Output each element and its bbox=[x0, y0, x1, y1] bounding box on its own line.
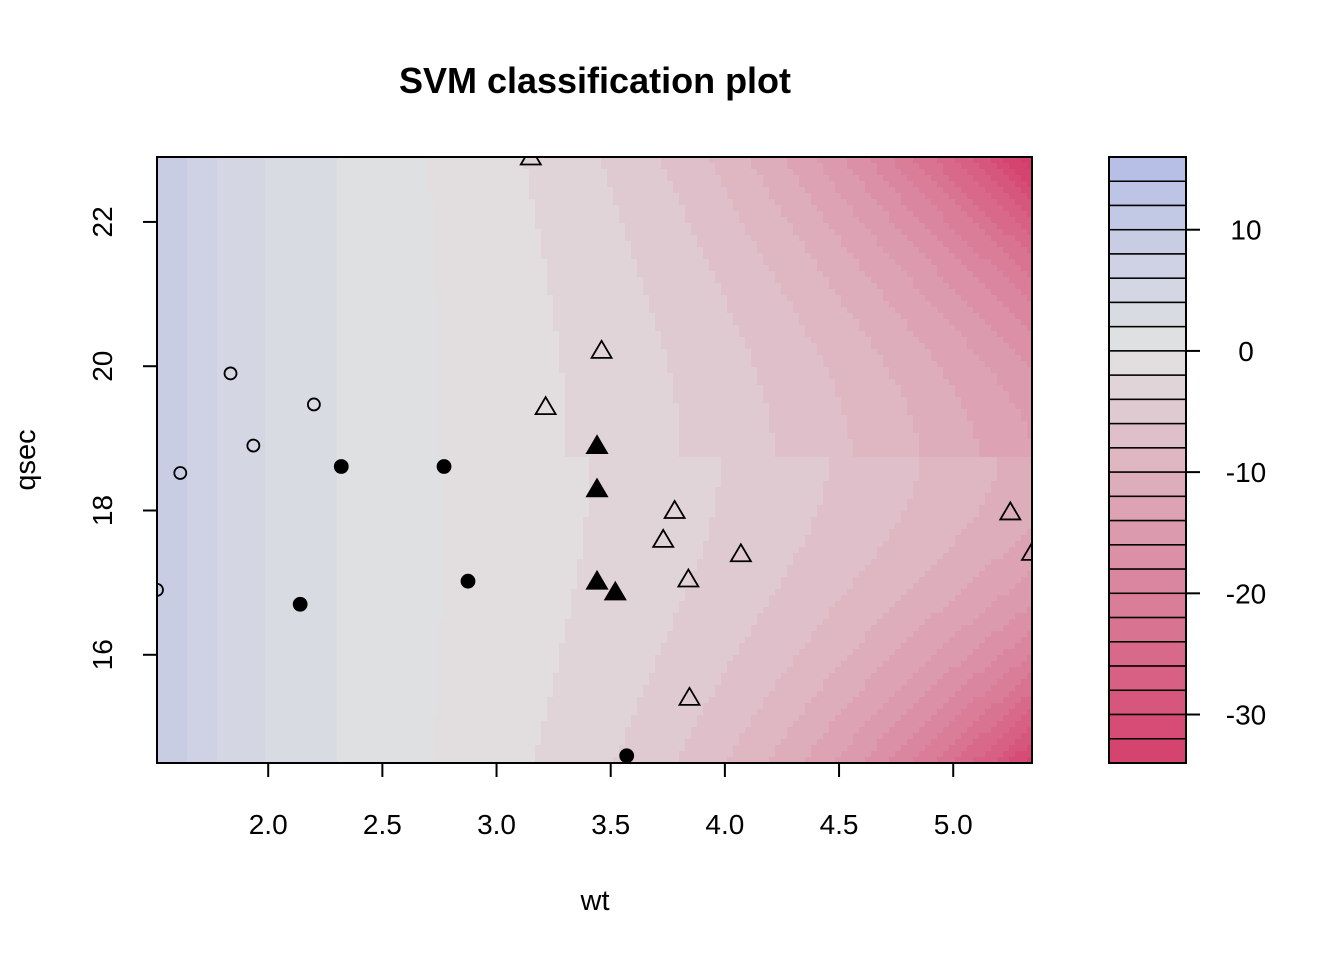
data-point-2 bbox=[173, 466, 188, 480]
data-point-14 bbox=[603, 580, 627, 601]
colorbar-band bbox=[1108, 738, 1187, 764]
colorbar-band bbox=[1108, 398, 1187, 425]
y-tick-label: 18 bbox=[87, 495, 118, 526]
colorbar-band bbox=[1108, 325, 1187, 352]
y-axis-label: qsec bbox=[10, 429, 42, 490]
colorbar-band bbox=[1108, 519, 1187, 546]
x-axis-label: wt bbox=[580, 885, 610, 917]
colorbar-band bbox=[1108, 568, 1187, 595]
data-point-17 bbox=[534, 395, 558, 416]
colorbar-legend: 10 0 -10 -20 -30 bbox=[1108, 156, 1266, 764]
colorbar-band bbox=[1108, 495, 1187, 522]
x-tick-label: 3.5 bbox=[591, 809, 630, 840]
data-point-18 bbox=[663, 499, 687, 519]
y-tick-label: 22 bbox=[87, 206, 118, 237]
data-point-10 bbox=[619, 748, 635, 763]
colorbar-tick-label: 0 bbox=[1238, 336, 1254, 367]
data-point-6 bbox=[292, 596, 308, 612]
data-point-4 bbox=[246, 438, 261, 453]
y-tick-label: 16 bbox=[87, 639, 118, 670]
colorbar-tick-label: -30 bbox=[1226, 700, 1266, 731]
x-tick-label: 2.5 bbox=[363, 809, 402, 840]
data-point-8 bbox=[436, 459, 452, 474]
colorbar-band bbox=[1108, 665, 1187, 692]
colorbar-band bbox=[1108, 301, 1187, 328]
colorbar-band bbox=[1108, 592, 1187, 619]
colorbar-band bbox=[1108, 156, 1187, 182]
data-point-21 bbox=[729, 542, 753, 563]
colorbar-band bbox=[1108, 374, 1187, 401]
data-point-16 bbox=[590, 339, 614, 359]
colorbar-band bbox=[1108, 228, 1187, 255]
colorbar-band bbox=[1108, 253, 1187, 279]
data-point-15 bbox=[519, 157, 543, 166]
x-tick-label: 2.0 bbox=[249, 809, 288, 840]
colorbar-tick-label: 10 bbox=[1230, 215, 1261, 246]
colorbar-tick-label: -10 bbox=[1226, 457, 1266, 488]
colorbar-band bbox=[1108, 713, 1187, 740]
colorbar-band bbox=[1108, 616, 1187, 643]
data-point-19 bbox=[651, 528, 675, 548]
colorbar-band bbox=[1108, 689, 1187, 716]
y-tick-label: 20 bbox=[87, 351, 118, 382]
colorbar-band bbox=[1108, 641, 1187, 667]
colorbar-band bbox=[1108, 350, 1187, 376]
colorbar-band bbox=[1108, 471, 1187, 498]
colorbar-band bbox=[1108, 544, 1187, 570]
x-axis: 2.0 2.5 3.0 3.5 4.0 4.5 5.0 bbox=[249, 762, 973, 840]
colorbar-band bbox=[1108, 180, 1187, 207]
colorbar-band bbox=[1108, 447, 1187, 473]
x-tick-label: 4.0 bbox=[705, 809, 744, 840]
colorbar-tick-label: -20 bbox=[1226, 578, 1266, 609]
data-point-20 bbox=[676, 567, 700, 588]
data-point-1 bbox=[157, 582, 164, 597]
data-point-23 bbox=[998, 500, 1022, 521]
data-point-22 bbox=[677, 686, 702, 706]
colorbar-band bbox=[1108, 277, 1187, 304]
data-point-3 bbox=[223, 366, 238, 381]
data-point-12 bbox=[585, 477, 609, 498]
data-point-5 bbox=[306, 397, 321, 412]
data-points bbox=[157, 157, 1032, 763]
y-axis: 16 18 20 22 bbox=[87, 206, 158, 670]
data-point-7 bbox=[333, 459, 349, 474]
data-point-13 bbox=[585, 569, 609, 590]
x-tick-label: 3.0 bbox=[477, 809, 516, 840]
data-point-24 bbox=[1020, 541, 1032, 561]
data-point-11 bbox=[585, 434, 609, 454]
colorbar-band bbox=[1108, 422, 1187, 449]
x-tick-label: 5.0 bbox=[934, 809, 973, 840]
chart-title: SVM classification plot bbox=[399, 60, 791, 101]
decision-contour bbox=[157, 157, 1032, 763]
x-tick-label: 4.5 bbox=[820, 809, 859, 840]
colorbar-band bbox=[1108, 204, 1187, 231]
data-point-9 bbox=[460, 573, 476, 589]
